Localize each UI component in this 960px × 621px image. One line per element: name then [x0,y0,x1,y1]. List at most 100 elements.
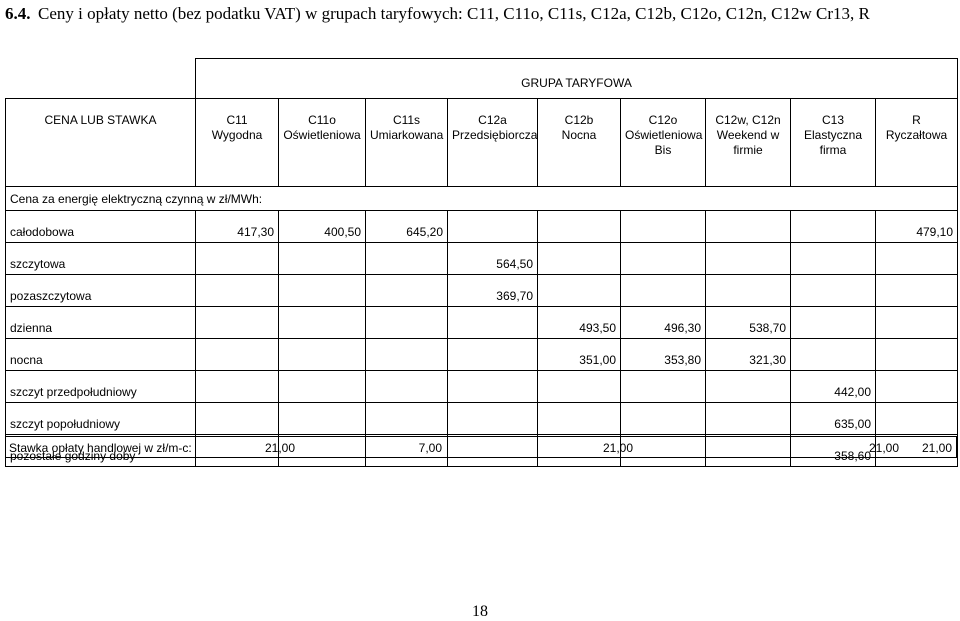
fee-value: 21,00 [868,441,899,455]
column-header-line: Oświetleniowa [625,128,703,142]
value-cell [705,274,791,307]
value-cell [537,402,621,435]
row-label: pozostałe godziny doby [5,434,196,467]
column-header: C12a Przedsiębiorcza [447,98,538,187]
value-cell [365,306,448,339]
value-cell [447,306,538,339]
column-header-line: C12a [478,113,507,127]
value-cell: 442,00 [790,370,876,403]
value-cell [278,274,366,307]
value-cell: 635,00 [790,402,876,435]
value-cell [874,370,959,403]
column-header: C12b Nocna [537,98,621,187]
value-cell [874,338,959,371]
value-cell: 538,70 [705,306,791,339]
column-header-row: CENA LUB STAWKA C11 Wygodna C11o Oświetlenio… [5,98,959,187]
data-row: pozostałe godziny doby 358,60 [5,434,959,467]
fee-value: 21,00 [921,441,952,455]
value-cell: 351,00 [537,338,621,371]
value-cell [874,274,959,307]
value-cell [365,274,448,307]
value-cell: 493,50 [537,306,621,339]
value-cell [447,402,538,435]
value-cell [790,306,876,339]
value-cell: 496,30 [620,306,706,339]
value-cell [705,370,791,403]
value-cell [537,274,621,307]
column-header: R Ryczałtowa [874,98,959,187]
value-cell [620,370,706,403]
column-header-line: firma [819,143,847,157]
value-cell [537,210,621,243]
group-header: GRUPA TARYFOWA [194,58,959,99]
data-row: szczyt przedpołudniowy 442,00 [5,370,959,403]
value-cell: 417,30 [195,210,279,243]
column-header-line: Nocna [561,128,597,142]
column-header-line: C11s [392,113,421,127]
column-header-line: Bis [654,143,672,157]
corner-header: CENA LUB STAWKA [5,98,196,187]
page-number: 18 [472,603,488,620]
value-cell: 645,20 [365,210,448,243]
value-cell [620,402,706,435]
value-cell [195,370,279,403]
value-cell [195,306,279,339]
row-label: szczyt przedpołudniowy [5,370,196,403]
value-cell: 400,50 [278,210,366,243]
value-cell [790,210,876,243]
data-row: nocna 351,00 353,80 321,30 [5,338,959,371]
value-cell [874,242,959,275]
value-cell [447,338,538,371]
column-header: C11o Oświetleniowa [278,98,366,187]
column-header-line: C11 [226,113,248,127]
blank-cell [6,59,196,99]
fee-value: 21,00 [264,441,295,455]
value-cell: 564,50 [447,242,538,275]
value-cell [705,210,791,243]
heading: 6.4. Ceny i opłaty netto (bez podatku VAT… [5,3,955,24]
group-row: GRUPA TARYFOWA [6,58,959,99]
column-header: C12w, C12n Weekend w firmie [705,98,791,187]
value-cell [790,338,876,371]
value-cell [874,306,959,339]
value-cell [790,274,876,307]
fee-label: Stawka opłaty handlowej w zł/m-c: [9,441,192,455]
value-cell [537,242,621,275]
column-header-line: Elastyczna [803,128,863,142]
row-label: całodobowa [5,210,196,243]
value-cell [874,434,959,467]
value-cell [195,274,279,307]
column-header-line: Umiarkowana [370,128,444,142]
data-row: pozaszczytowa 369,70 [5,274,959,307]
heading-text: Ceny i opłaty netto (bez podatku VAT) w … [38,4,870,23]
heading-number: 6.4. [5,4,31,23]
column-header-line: Wygodna [211,128,263,142]
value-cell [278,402,366,435]
value-cell [447,370,538,403]
value-cell [365,434,448,467]
tariff-table: GRUPA TARYFOWA CENA LUB STAWKA C11 Wygodna C… [4,58,959,467]
value-cell [365,402,448,435]
value-cell [705,402,791,435]
value-cell [537,434,621,467]
column-header: C13 Elastyczna firma [790,98,876,187]
row-label: pozaszczytowa [5,274,196,307]
data-row: całodobowa 417,30 400,50 645,20 479,10 [5,210,959,243]
column-header-line: Ryczałtowa [885,128,948,142]
column-header-line: Oświetleniowa [283,128,361,142]
value-cell [620,274,706,307]
column-header-line: Weekend w [716,128,780,142]
value-cell [620,210,706,243]
row-label: dzienna [5,306,196,339]
value-cell [365,242,448,275]
column-header-line: C12o [648,113,678,127]
value-cell: 358,60 [790,434,876,467]
value-cell [705,434,791,467]
fee-row: Stawka opłaty handlowej w zł/m-c: 21,00 7,… [5,436,957,458]
value-cell: 353,80 [620,338,706,371]
value-cell [790,242,876,275]
value-cell: 369,70 [447,274,538,307]
data-row: dzienna 493,50 496,30 538,70 [5,306,959,339]
column-header-line: C11o [308,113,336,127]
